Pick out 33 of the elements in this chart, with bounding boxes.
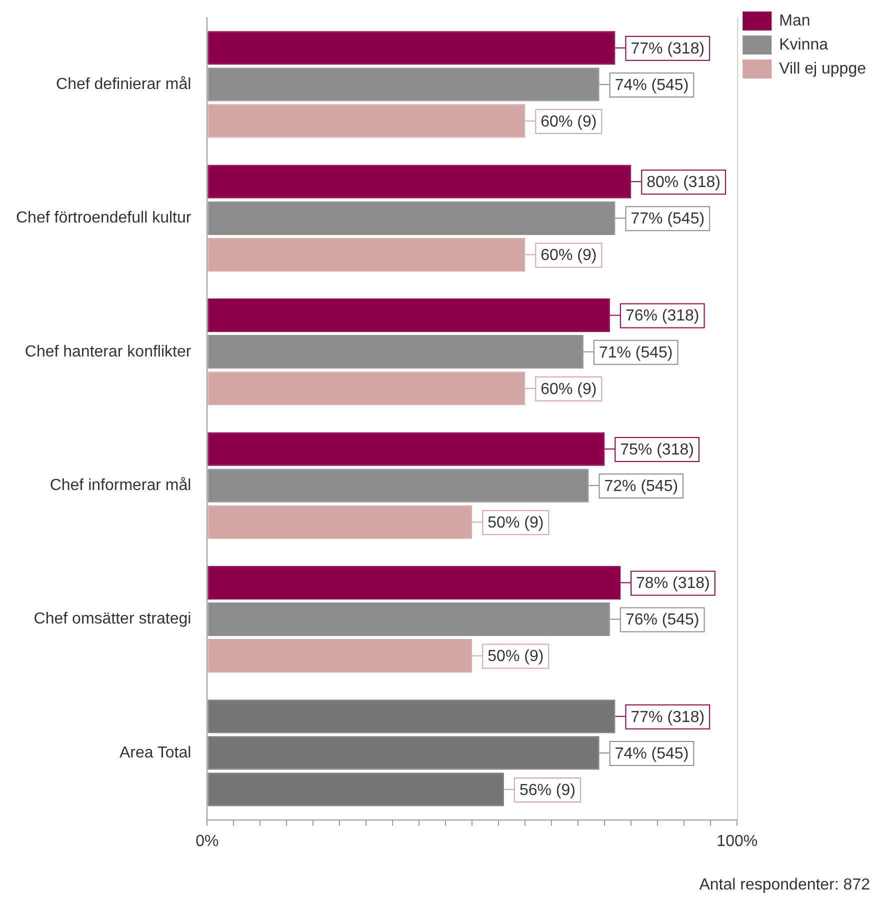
y-tick-label: Area Total (119, 744, 192, 762)
data-label: 72% (545) (604, 478, 678, 495)
legend-label: Vill ej uppge (779, 60, 866, 78)
bar (208, 700, 616, 734)
data-label: 77% (318) (630, 40, 705, 58)
data-label: 77% (318) (630, 708, 705, 726)
y-tick-label: Chef definierar mål (56, 76, 192, 93)
data-label: 60% (9) (540, 113, 597, 130)
bar (208, 772, 504, 806)
data-label: 76% (318) (625, 308, 700, 325)
data-label: 60% (9) (540, 247, 597, 264)
y-tick-label: Chef informerar mål (50, 476, 192, 494)
y-tick-label: Chef hanterar konflikter (24, 343, 192, 360)
data-label: 78% (318) (636, 575, 710, 592)
data-label: 60% (9) (540, 380, 597, 398)
data-label: 74% (545) (614, 745, 689, 762)
data-label: 74% (545) (614, 76, 689, 94)
x-tick-label: 0% (196, 832, 219, 850)
y-tick-label: Chef förtroendefull kultur (16, 210, 192, 227)
data-label: 71% (545) (598, 344, 673, 362)
data-label: 75% (318) (620, 441, 694, 458)
legend-label: Kvinna (779, 36, 828, 54)
data-label: 76% (545) (625, 612, 700, 629)
legend-label: Man (779, 12, 810, 30)
data-label: 50% (9) (488, 648, 544, 666)
data-label: 77% (545) (630, 210, 705, 228)
data-label: 50% (9) (488, 514, 544, 532)
x-tick-label: 100% (716, 832, 758, 850)
data-label: 80% (318) (646, 174, 720, 192)
y-tick-label: Chef omsätter strategi (34, 610, 192, 628)
text: Antal respondenter: 872 (699, 876, 870, 894)
data-label: 56% (9) (519, 782, 576, 799)
bar (208, 736, 600, 770)
